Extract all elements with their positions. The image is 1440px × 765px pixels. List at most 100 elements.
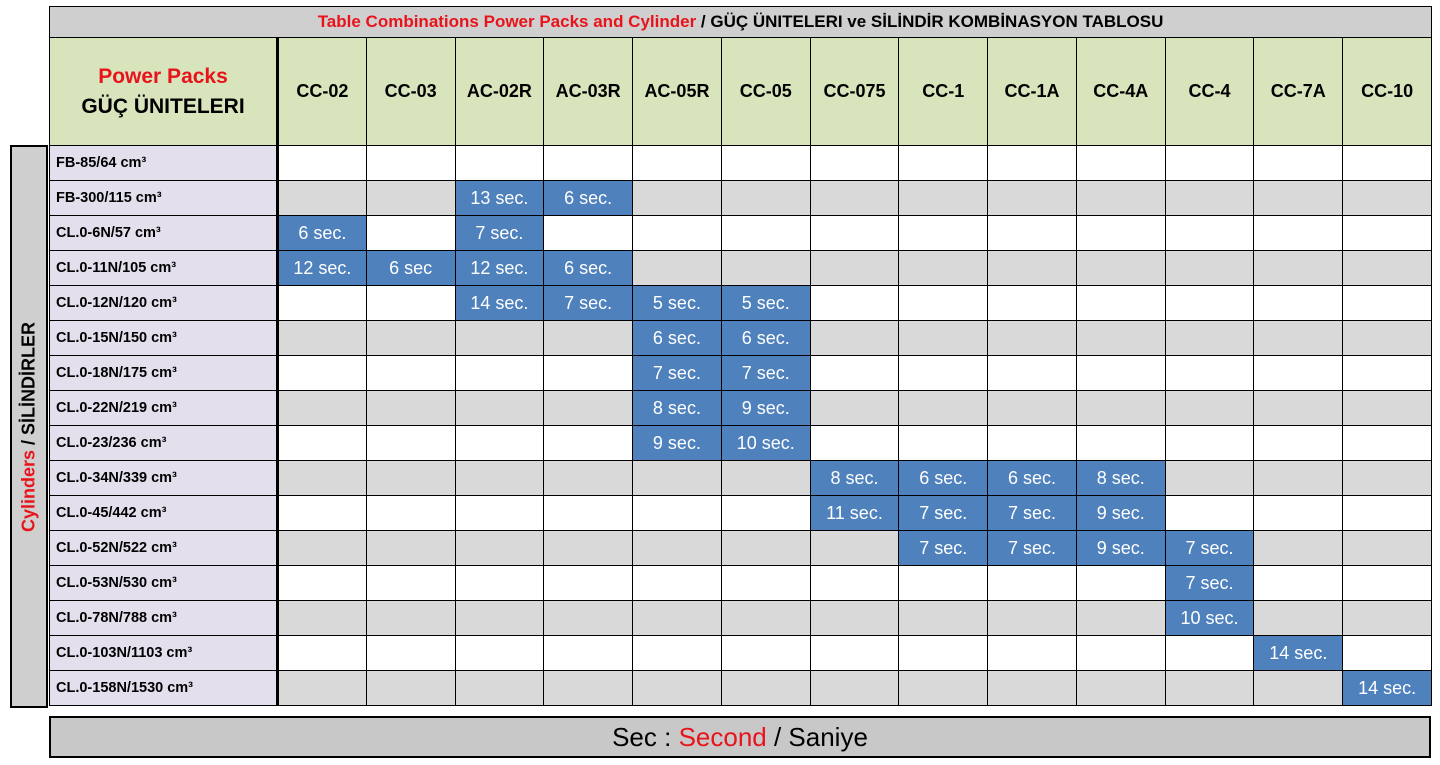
empty-cell bbox=[365, 495, 456, 531]
empty-cell bbox=[454, 530, 545, 566]
empty-cell bbox=[277, 600, 367, 636]
empty-cell bbox=[632, 635, 722, 671]
empty-cell bbox=[454, 425, 545, 461]
cylinder-label: CL.0-12N/120 cm³ bbox=[49, 285, 279, 321]
time-cell: 7 sec. bbox=[543, 285, 634, 321]
empty-cell bbox=[454, 600, 545, 636]
empty-cell bbox=[809, 285, 900, 321]
empty-cell bbox=[1164, 495, 1255, 531]
empty-cell bbox=[898, 215, 989, 251]
time-cell: 6 sec. bbox=[987, 460, 1077, 496]
empty-cell bbox=[720, 215, 811, 251]
empty-cell bbox=[1075, 600, 1166, 636]
empty-cell bbox=[898, 635, 989, 671]
cylinder-label: CL.0-23/236 cm³ bbox=[49, 425, 279, 461]
empty-cell bbox=[1253, 215, 1344, 251]
empty-cell bbox=[543, 565, 634, 601]
empty-cell bbox=[543, 635, 634, 671]
column-header: AC-02R bbox=[454, 37, 545, 146]
empty-cell bbox=[365, 390, 456, 426]
empty-cell bbox=[365, 530, 456, 566]
empty-cell bbox=[898, 180, 989, 216]
empty-cell bbox=[1075, 285, 1166, 321]
empty-cell bbox=[365, 425, 456, 461]
empty-cell bbox=[543, 145, 634, 181]
empty-cell bbox=[809, 530, 900, 566]
empty-cell bbox=[987, 635, 1077, 671]
empty-cell bbox=[632, 565, 722, 601]
table-row: CL.0-34N/339 cm³ 8 sec. 6 sec. 6 sec. 8 sec. bbox=[49, 460, 1433, 496]
empty-cell bbox=[454, 460, 545, 496]
empty-cell bbox=[277, 460, 367, 496]
empty-cell bbox=[1164, 285, 1255, 321]
empty-cell bbox=[632, 145, 722, 181]
column-header: CC-1A bbox=[987, 37, 1077, 146]
empty-cell bbox=[898, 565, 989, 601]
empty-cell bbox=[809, 145, 900, 181]
empty-cell bbox=[1342, 215, 1433, 251]
cylinder-label: CL.0-53N/530 cm³ bbox=[49, 565, 279, 601]
empty-cell bbox=[898, 600, 989, 636]
empty-cell bbox=[1164, 250, 1255, 286]
empty-cell bbox=[720, 180, 811, 216]
empty-cell bbox=[1342, 600, 1433, 636]
empty-cell bbox=[1253, 425, 1344, 461]
cylinder-label: CL.0-158N/1530 cm³ bbox=[49, 670, 279, 706]
empty-cell bbox=[543, 425, 634, 461]
empty-cell bbox=[809, 565, 900, 601]
time-cell: 8 sec. bbox=[1075, 460, 1166, 496]
time-cell: 9 sec. bbox=[632, 425, 722, 461]
empty-cell bbox=[454, 390, 545, 426]
table-row: CL.0-45/442 cm³ 11 sec. 7 sec. 7 sec. 9 sec. bbox=[49, 495, 1433, 531]
empty-cell bbox=[365, 355, 456, 391]
empty-cell bbox=[632, 215, 722, 251]
empty-cell bbox=[365, 285, 456, 321]
empty-cell bbox=[809, 425, 900, 461]
table-row: CL.0-23/236 cm³ 9 sec. 10 sec. bbox=[49, 425, 1433, 461]
empty-cell bbox=[1253, 390, 1344, 426]
empty-cell bbox=[720, 460, 811, 496]
empty-cell bbox=[1342, 355, 1433, 391]
empty-cell bbox=[543, 215, 634, 251]
empty-cell bbox=[1075, 320, 1166, 356]
time-cell: 7 sec. bbox=[898, 530, 989, 566]
empty-cell bbox=[365, 320, 456, 356]
cylinder-label: CL.0-78N/788 cm³ bbox=[49, 600, 279, 636]
empty-cell bbox=[632, 530, 722, 566]
empty-cell bbox=[809, 215, 900, 251]
empty-cell bbox=[277, 390, 367, 426]
empty-cell bbox=[898, 285, 989, 321]
empty-cell bbox=[365, 635, 456, 671]
time-cell: 7 sec. bbox=[987, 530, 1077, 566]
empty-cell bbox=[454, 670, 545, 706]
empty-cell bbox=[365, 145, 456, 181]
time-cell: 6 sec bbox=[365, 250, 456, 286]
empty-cell bbox=[898, 250, 989, 286]
cylinder-label: CL.0-34N/339 cm³ bbox=[49, 460, 279, 496]
time-cell: 11 sec. bbox=[809, 495, 900, 531]
empty-cell bbox=[1075, 425, 1166, 461]
empty-cell bbox=[720, 565, 811, 601]
empty-cell bbox=[1342, 285, 1433, 321]
time-cell: 10 sec. bbox=[720, 425, 811, 461]
empty-cell bbox=[720, 530, 811, 566]
empty-cell bbox=[543, 460, 634, 496]
empty-cell bbox=[898, 425, 989, 461]
cylinder-label: CL.0-103N/1103 cm³ bbox=[49, 635, 279, 671]
empty-cell bbox=[365, 670, 456, 706]
empty-cell bbox=[277, 565, 367, 601]
empty-cell bbox=[454, 320, 545, 356]
empty-cell bbox=[1164, 635, 1255, 671]
empty-cell bbox=[365, 215, 456, 251]
empty-cell bbox=[809, 355, 900, 391]
empty-cell bbox=[809, 635, 900, 671]
empty-cell bbox=[1075, 565, 1166, 601]
table-row: CL.0-22N/219 cm³ 8 sec. 9 sec. bbox=[49, 390, 1433, 426]
empty-cell bbox=[1075, 355, 1166, 391]
empty-cell bbox=[454, 355, 545, 391]
empty-cell bbox=[1075, 390, 1166, 426]
time-cell: 6 sec. bbox=[277, 215, 367, 251]
time-cell: 6 sec. bbox=[720, 320, 811, 356]
empty-cell bbox=[1164, 425, 1255, 461]
empty-cell bbox=[1253, 320, 1344, 356]
